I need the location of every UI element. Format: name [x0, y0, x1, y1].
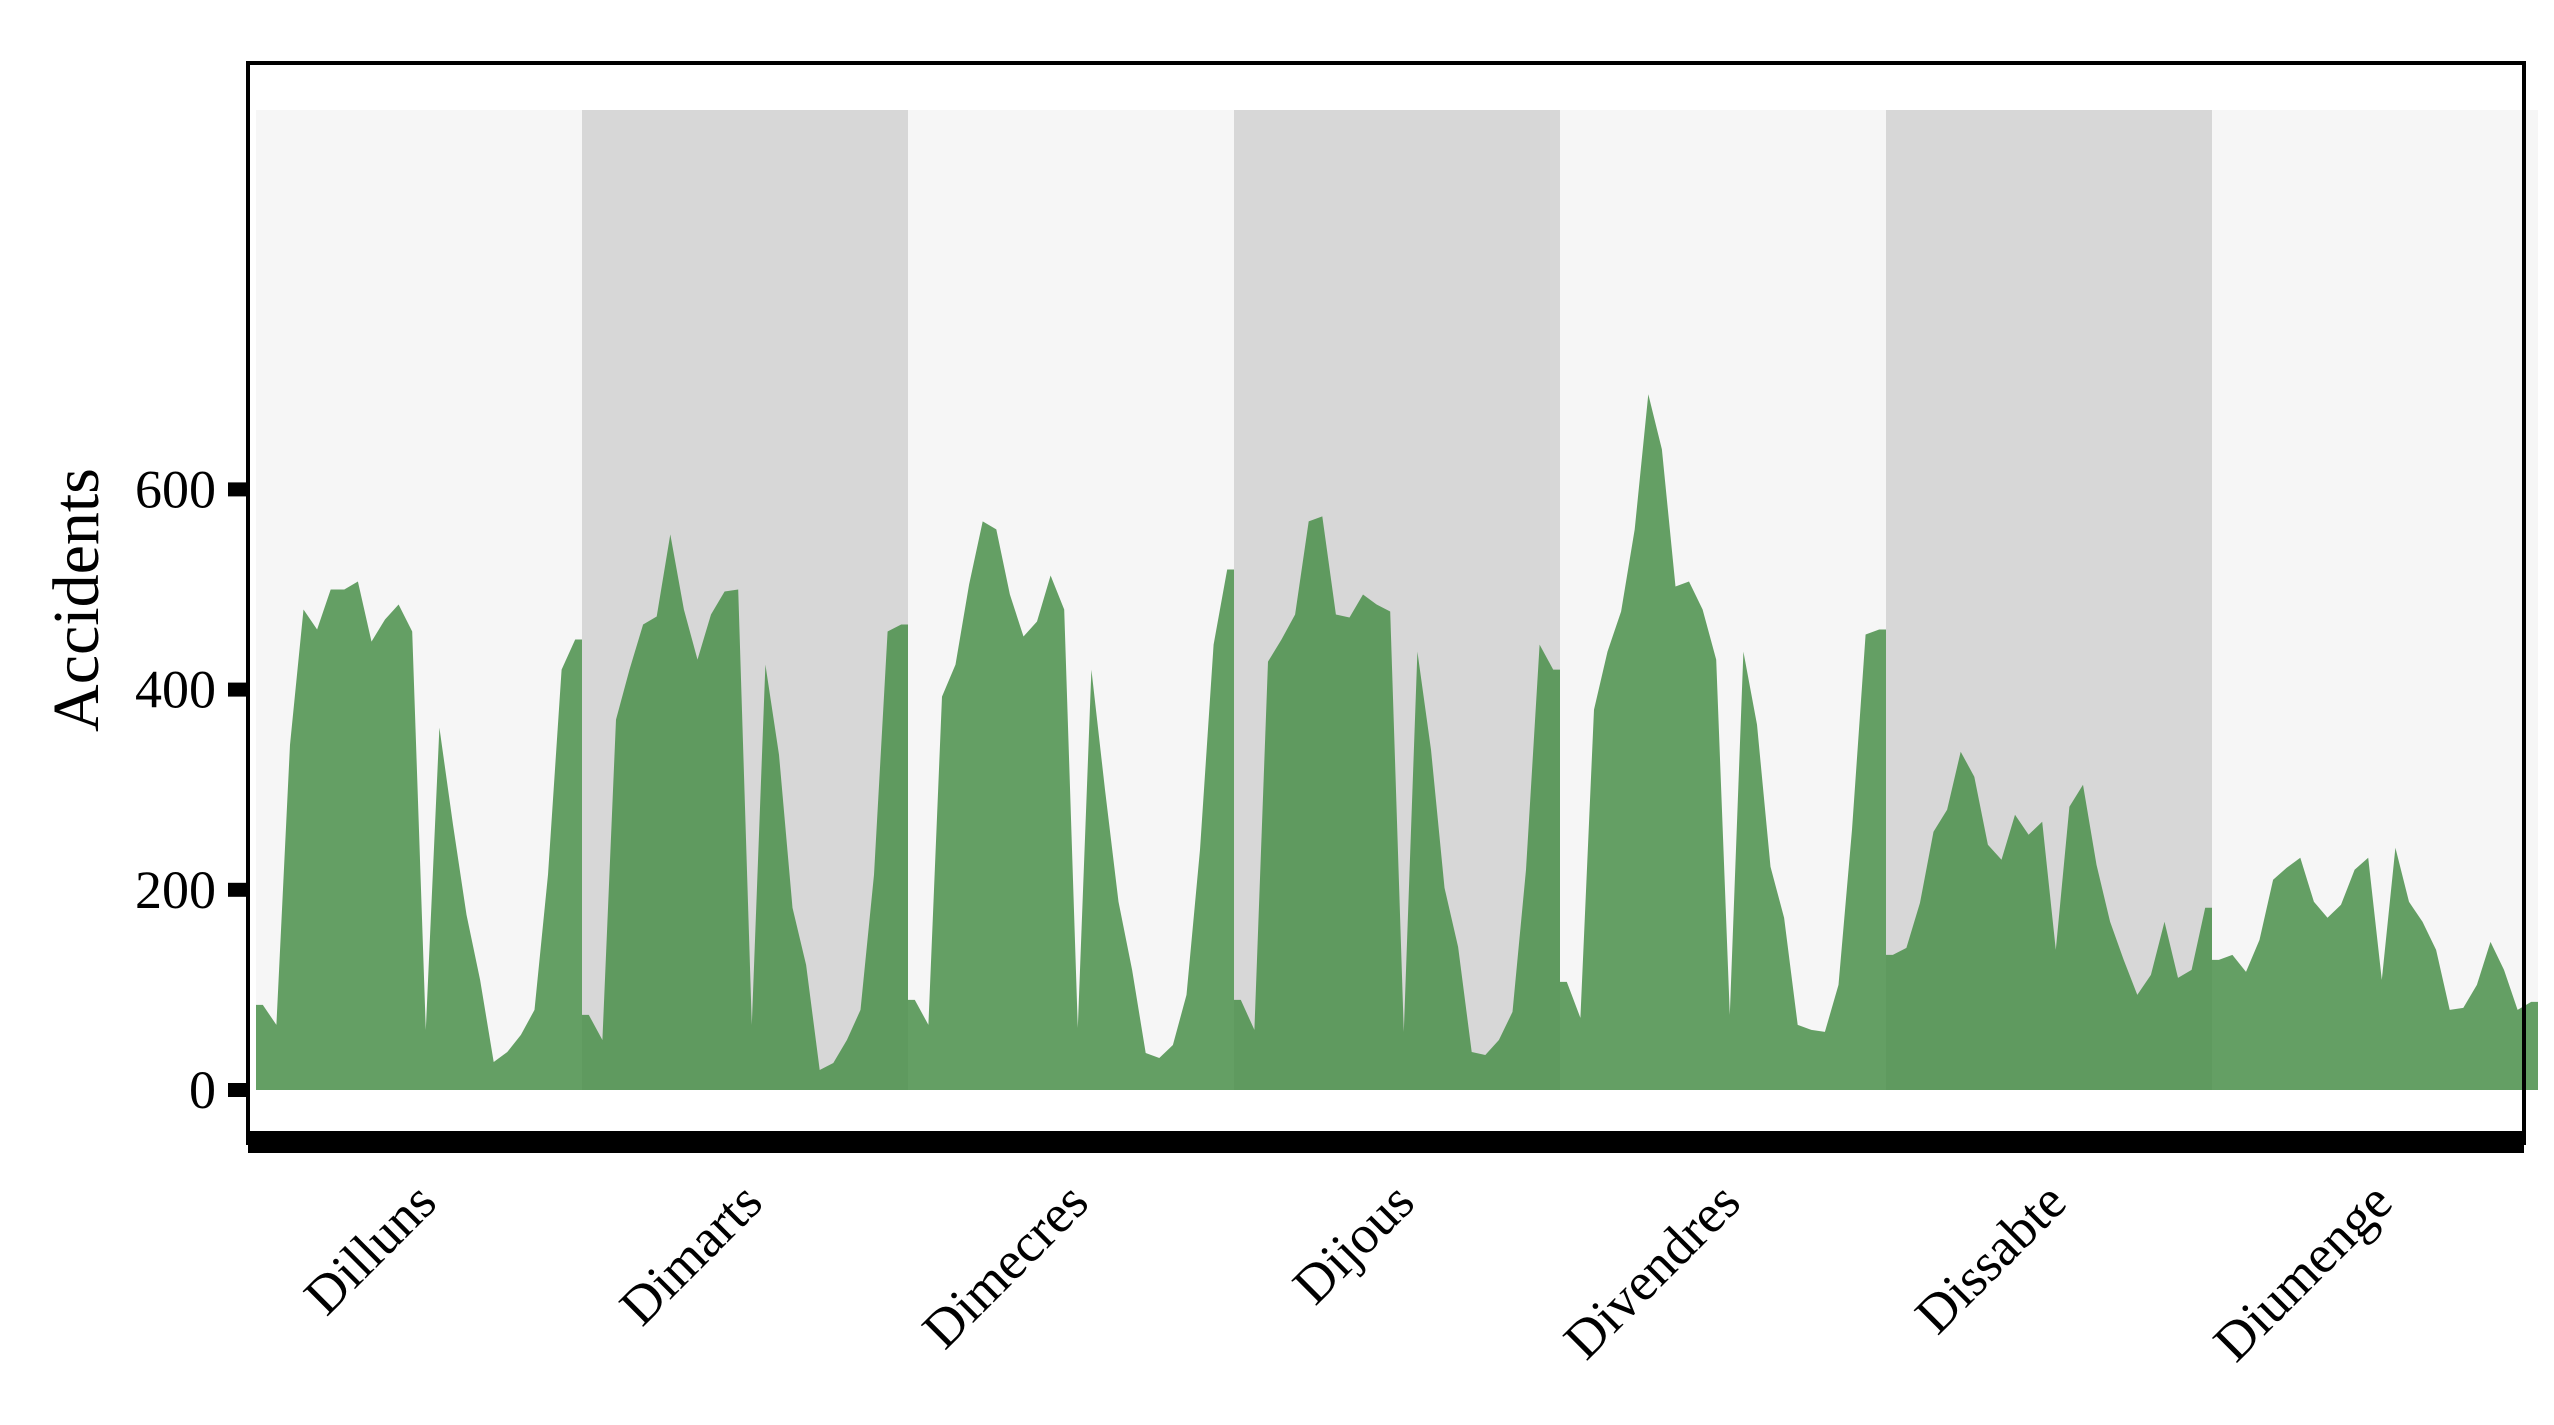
x-tick-label: Dilluns [293, 1171, 448, 1326]
y-tick-mark [228, 882, 248, 897]
y-tick-mark [228, 682, 248, 697]
x-tick-label: Dissabte [1904, 1171, 2078, 1345]
y-tick-label: 600 [135, 459, 216, 519]
area-dilluns [256, 581, 582, 1090]
y-tick-label: 0 [189, 1060, 216, 1120]
x-axis-line [248, 1131, 2524, 1153]
area-dijous [1234, 516, 1560, 1090]
x-tick-label: Dimecres [911, 1171, 1100, 1360]
x-tick-label: Diumenge [2202, 1171, 2403, 1372]
area-dimarts [582, 534, 908, 1090]
area-dimecres [908, 521, 1234, 1090]
area-divendres [1560, 394, 1886, 1090]
y-tick-label: 200 [135, 860, 216, 920]
y-axis: 0 200 400 600 [135, 459, 248, 1120]
x-tick-label: Divendres [1552, 1171, 1751, 1370]
x-axis: Dilluns Dimarts Dimecres Dijous Divendres Dis… [293, 1171, 2404, 1372]
y-tick-mark [228, 482, 248, 497]
y-axis-title: Accidents [40, 468, 113, 732]
y-tick-label: 400 [135, 660, 216, 720]
x-tick-label: Dijous [1281, 1171, 1425, 1315]
y-tick-mark [228, 1083, 248, 1097]
accident-areas [256, 394, 2538, 1090]
x-tick-label: Dimarts [608, 1171, 773, 1336]
area-diumenge [2212, 847, 2538, 1090]
area-dissabte [1886, 751, 2212, 1090]
